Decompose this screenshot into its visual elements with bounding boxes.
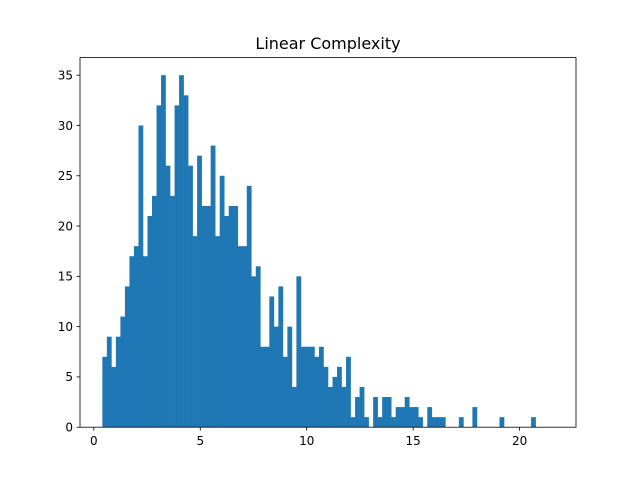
histogram-bar xyxy=(278,286,284,428)
histogram-bar xyxy=(400,407,406,428)
x-tick-label: 15 xyxy=(406,434,421,448)
histogram-bar xyxy=(165,165,171,428)
x-tick-label: 20 xyxy=(512,434,527,448)
histogram-bar xyxy=(260,346,266,428)
histogram-bar xyxy=(106,336,112,428)
histogram-bar xyxy=(224,216,230,428)
histogram-bar xyxy=(323,366,329,428)
histogram-bar xyxy=(133,246,139,428)
histogram-bar xyxy=(431,417,437,428)
y-tick-label: 10 xyxy=(58,320,73,334)
histogram-bar xyxy=(499,417,505,428)
histogram-bar xyxy=(115,336,121,428)
y-tick-label: 0 xyxy=(65,421,73,435)
histogram-bar xyxy=(242,246,248,428)
histogram-bar xyxy=(377,417,383,428)
histogram-bar xyxy=(382,397,387,428)
histogram-bar xyxy=(170,195,175,428)
plot-frame xyxy=(79,57,577,428)
histogram-bar xyxy=(355,397,360,428)
bars-group xyxy=(102,75,536,428)
histogram-bar xyxy=(251,276,257,428)
histogram-bar xyxy=(440,417,446,428)
histogram-bar xyxy=(102,356,108,428)
histogram-bar xyxy=(300,346,306,428)
histogram-bar xyxy=(120,316,126,428)
histogram-bar xyxy=(219,175,225,428)
x-tick-label: 0 xyxy=(90,434,98,448)
histogram-bar xyxy=(111,366,117,428)
histogram-bar xyxy=(296,276,302,428)
y-tick-label: 30 xyxy=(58,119,73,133)
histogram-bar xyxy=(404,397,410,428)
histogram-bar xyxy=(174,105,180,428)
histogram-bar xyxy=(210,145,216,428)
histogram-bar xyxy=(201,205,207,428)
y-tick-label: 20 xyxy=(58,219,73,233)
histogram-bar xyxy=(436,417,442,428)
histogram-bar xyxy=(282,356,288,428)
x-tick-label: 10 xyxy=(299,434,314,448)
histogram-bar xyxy=(373,397,378,428)
histogram-bar xyxy=(328,386,333,428)
histogram-bar xyxy=(418,417,424,428)
histogram-bar xyxy=(183,95,189,428)
histogram-bar xyxy=(291,386,297,428)
histogram-bar xyxy=(346,356,351,428)
histogram-bar xyxy=(124,286,130,428)
histogram-bar xyxy=(255,266,261,428)
histogram-bar xyxy=(359,386,365,428)
histogram-bar xyxy=(287,326,293,428)
chart-title: Linear Complexity xyxy=(255,34,400,53)
histogram-bar xyxy=(151,195,157,428)
histogram-bar xyxy=(228,205,234,428)
histogram-bar xyxy=(314,356,320,428)
histogram-bar xyxy=(206,205,211,428)
y-tick-label: 5 xyxy=(65,370,73,384)
y-tick-label: 25 xyxy=(58,169,73,183)
histogram-bar xyxy=(269,296,275,428)
histogram-bar xyxy=(147,216,153,428)
histogram-bar xyxy=(188,165,193,428)
histogram-bar xyxy=(161,75,166,428)
histogram-bar xyxy=(395,407,401,428)
y-axis: 0 5 10 15 20 25 30 35 xyxy=(58,69,80,435)
y-tick-label: 15 xyxy=(58,270,73,284)
histogram-bar xyxy=(246,185,252,428)
histogram-bar xyxy=(386,397,392,428)
histogram-bar xyxy=(142,256,148,428)
histogram-bar xyxy=(364,417,369,428)
histogram-bar xyxy=(391,417,396,428)
histogram-bar xyxy=(192,236,198,428)
histogram-bar xyxy=(341,386,347,428)
y-tick-label: 35 xyxy=(58,69,73,83)
histogram-bar xyxy=(309,346,315,428)
histogram-bar xyxy=(531,417,536,428)
histogram-bar xyxy=(427,407,433,428)
histogram-bar xyxy=(458,417,464,428)
histogram-bar xyxy=(350,417,356,428)
histogram-bar xyxy=(215,236,220,428)
histogram-bar xyxy=(305,346,311,428)
histogram-bar xyxy=(156,105,162,428)
histogram-bar xyxy=(233,205,239,428)
histogram-bar xyxy=(409,407,415,428)
histogram-bar xyxy=(337,366,342,428)
x-axis: 0 5 10 15 20 xyxy=(90,427,527,448)
histogram-bar xyxy=(138,125,144,428)
histogram-bar xyxy=(179,75,184,428)
histogram-bar xyxy=(129,256,135,428)
histogram-bar xyxy=(318,346,324,428)
histogram-bar xyxy=(264,346,270,428)
x-tick-label: 5 xyxy=(196,434,204,448)
histogram-bar xyxy=(413,407,419,428)
histogram-bar xyxy=(273,326,279,428)
histogram-bar xyxy=(332,376,338,428)
histogram-bar xyxy=(237,246,243,428)
histogram-bar xyxy=(197,155,202,428)
histogram-bar xyxy=(472,407,478,428)
